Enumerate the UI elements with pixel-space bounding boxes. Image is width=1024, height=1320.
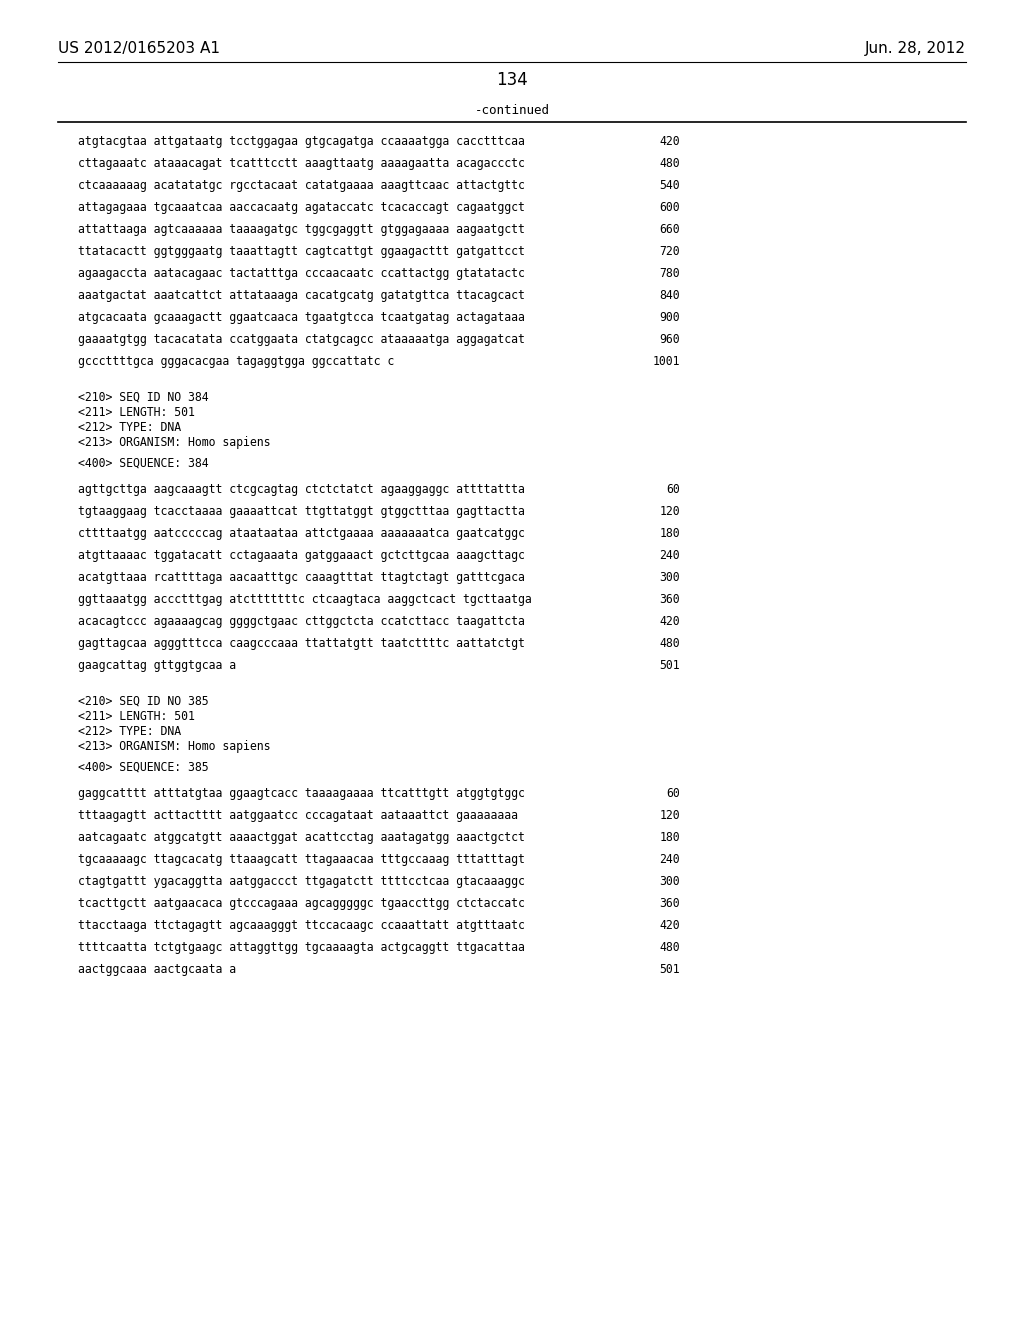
Text: 480: 480 <box>659 941 680 954</box>
Text: ttacctaaga ttctagagtt agcaaagggt ttccacaagc ccaaattatt atgtttaatc: ttacctaaga ttctagagtt agcaaagggt ttccaca… <box>78 919 525 932</box>
Text: tcacttgctt aatgaacaca gtcccagaaa agcagggggc tgaaccttgg ctctaccatc: tcacttgctt aatgaacaca gtcccagaaa agcaggg… <box>78 898 525 909</box>
Text: 501: 501 <box>659 659 680 672</box>
Text: 960: 960 <box>659 333 680 346</box>
Text: ctcaaaaaag acatatatgc rgcctacaat catatgaaaa aaagttcaac attactgttc: ctcaaaaaag acatatatgc rgcctacaat catatga… <box>78 180 525 191</box>
Text: gaagcattag gttggtgcaa a: gaagcattag gttggtgcaa a <box>78 659 237 672</box>
Text: Jun. 28, 2012: Jun. 28, 2012 <box>865 41 966 55</box>
Text: <211> LENGTH: 501: <211> LENGTH: 501 <box>78 407 195 418</box>
Text: 1001: 1001 <box>652 355 680 368</box>
Text: atgtacgtaa attgataatg tcctggagaa gtgcagatga ccaaaatgga cacctttcaa: atgtacgtaa attgataatg tcctggagaa gtgcaga… <box>78 135 525 148</box>
Text: 240: 240 <box>659 853 680 866</box>
Text: 134: 134 <box>496 71 528 88</box>
Text: 420: 420 <box>659 919 680 932</box>
Text: 420: 420 <box>659 615 680 628</box>
Text: atgcacaata gcaaagactt ggaatcaaca tgaatgtcca tcaatgatag actagataaa: atgcacaata gcaaagactt ggaatcaaca tgaatgt… <box>78 312 525 323</box>
Text: aaatgactat aaatcattct attataaaga cacatgcatg gatatgttca ttacagcact: aaatgactat aaatcattct attataaaga cacatgc… <box>78 289 525 302</box>
Text: acacagtccc agaaaagcag ggggctgaac cttggctcta ccatcttacc taagattcta: acacagtccc agaaaagcag ggggctgaac cttggct… <box>78 615 525 628</box>
Text: <212> TYPE: DNA: <212> TYPE: DNA <box>78 725 181 738</box>
Text: aactggcaaa aactgcaata a: aactggcaaa aactgcaata a <box>78 964 237 975</box>
Text: 300: 300 <box>659 875 680 888</box>
Text: gagttagcaa agggtttcca caagcccaaa ttattatgtt taatcttttc aattatctgt: gagttagcaa agggtttcca caagcccaaa ttattat… <box>78 638 525 649</box>
Text: <211> LENGTH: 501: <211> LENGTH: 501 <box>78 710 195 723</box>
Text: agaagaccta aatacagaac tactatttga cccaacaatc ccattactgg gtatatactc: agaagaccta aatacagaac tactatttga cccaaca… <box>78 267 525 280</box>
Text: <213> ORGANISM: Homo sapiens: <213> ORGANISM: Homo sapiens <box>78 436 270 449</box>
Text: atgttaaaac tggatacatt cctagaaata gatggaaact gctcttgcaa aaagcttagc: atgttaaaac tggatacatt cctagaaata gatggaa… <box>78 549 525 562</box>
Text: 540: 540 <box>659 180 680 191</box>
Text: <400> SEQUENCE: 385: <400> SEQUENCE: 385 <box>78 762 209 774</box>
Text: 360: 360 <box>659 593 680 606</box>
Text: ttatacactt ggtgggaatg taaattagtt cagtcattgt ggaagacttt gatgattcct: ttatacactt ggtgggaatg taaattagtt cagtcat… <box>78 246 525 257</box>
Text: 720: 720 <box>659 246 680 257</box>
Text: tgtaaggaag tcacctaaaa gaaaattcat ttgttatggt gtggctttaa gagttactta: tgtaaggaag tcacctaaaa gaaaattcat ttgttat… <box>78 506 525 517</box>
Text: attattaaga agtcaaaaaa taaaagatgc tggcgaggtt gtggagaaaa aagaatgctt: attattaaga agtcaaaaaa taaaagatgc tggcgag… <box>78 223 525 236</box>
Text: acatgttaaa rcattttaga aacaatttgc caaagtttat ttagtctagt gatttcgaca: acatgttaaa rcattttaga aacaatttgc caaagtt… <box>78 572 525 583</box>
Text: tgcaaaaagc ttagcacatg ttaaagcatt ttagaaacaa tttgccaaag tttatttagt: tgcaaaaagc ttagcacatg ttaaagcatt ttagaaa… <box>78 853 525 866</box>
Text: 480: 480 <box>659 638 680 649</box>
Text: agttgcttga aagcaaagtt ctcgcagtag ctctctatct agaaggaggc attttattta: agttgcttga aagcaaagtt ctcgcagtag ctctcta… <box>78 483 525 496</box>
Text: tttaagagtt acttactttt aatggaatcc cccagataat aataaattct gaaaaaaaa: tttaagagtt acttactttt aatggaatcc cccagat… <box>78 809 518 822</box>
Text: 840: 840 <box>659 289 680 302</box>
Text: 180: 180 <box>659 832 680 843</box>
Text: gaggcatttt atttatgtaa ggaagtcacc taaaagaaaa ttcatttgtt atggtgtggc: gaggcatttt atttatgtaa ggaagtcacc taaaaga… <box>78 787 525 800</box>
Text: <210> SEQ ID NO 384: <210> SEQ ID NO 384 <box>78 391 209 404</box>
Text: 180: 180 <box>659 527 680 540</box>
Text: 501: 501 <box>659 964 680 975</box>
Text: <210> SEQ ID NO 385: <210> SEQ ID NO 385 <box>78 696 209 708</box>
Text: 600: 600 <box>659 201 680 214</box>
Text: 300: 300 <box>659 572 680 583</box>
Text: ctagtgattt ygacaggtta aatggaccct ttgagatctt ttttcctcaa gtacaaaggc: ctagtgattt ygacaggtta aatggaccct ttgagat… <box>78 875 525 888</box>
Text: <213> ORGANISM: Homo sapiens: <213> ORGANISM: Homo sapiens <box>78 741 270 752</box>
Text: ggttaaatgg accctttgag atctttttttc ctcaagtaca aaggctcact tgcttaatga: ggttaaatgg accctttgag atctttttttc ctcaag… <box>78 593 531 606</box>
Text: US 2012/0165203 A1: US 2012/0165203 A1 <box>58 41 220 55</box>
Text: <212> TYPE: DNA: <212> TYPE: DNA <box>78 421 181 434</box>
Text: -continued: -continued <box>474 103 550 116</box>
Text: 360: 360 <box>659 898 680 909</box>
Text: 60: 60 <box>667 483 680 496</box>
Text: 420: 420 <box>659 135 680 148</box>
Text: aatcagaatc atggcatgtt aaaactggat acattcctag aaatagatgg aaactgctct: aatcagaatc atggcatgtt aaaactggat acattcc… <box>78 832 525 843</box>
Text: 60: 60 <box>667 787 680 800</box>
Text: <400> SEQUENCE: 384: <400> SEQUENCE: 384 <box>78 457 209 470</box>
Text: 120: 120 <box>659 506 680 517</box>
Text: 900: 900 <box>659 312 680 323</box>
Text: 780: 780 <box>659 267 680 280</box>
Text: 480: 480 <box>659 157 680 170</box>
Text: gcccttttgca gggacacgaa tagaggtgga ggccattatc c: gcccttttgca gggacacgaa tagaggtgga ggccat… <box>78 355 394 368</box>
Text: 120: 120 <box>659 809 680 822</box>
Text: attagagaaa tgcaaatcaa aaccacaatg agataccatc tcacaccagt cagaatggct: attagagaaa tgcaaatcaa aaccacaatg agatacc… <box>78 201 525 214</box>
Text: 660: 660 <box>659 223 680 236</box>
Text: 240: 240 <box>659 549 680 562</box>
Text: ttttcaatta tctgtgaagc attaggttgg tgcaaaagta actgcaggtt ttgacattaa: ttttcaatta tctgtgaagc attaggttgg tgcaaaa… <box>78 941 525 954</box>
Text: cttagaaatc ataaacagat tcatttcctt aaagttaatg aaaagaatta acagaccctc: cttagaaatc ataaacagat tcatttcctt aaagtta… <box>78 157 525 170</box>
Text: cttttaatgg aatcccccag ataataataa attctgaaaa aaaaaaatca gaatcatggc: cttttaatgg aatcccccag ataataataa attctga… <box>78 527 525 540</box>
Text: gaaaatgtgg tacacatata ccatggaata ctatgcagcc ataaaaatga aggagatcat: gaaaatgtgg tacacatata ccatggaata ctatgca… <box>78 333 525 346</box>
